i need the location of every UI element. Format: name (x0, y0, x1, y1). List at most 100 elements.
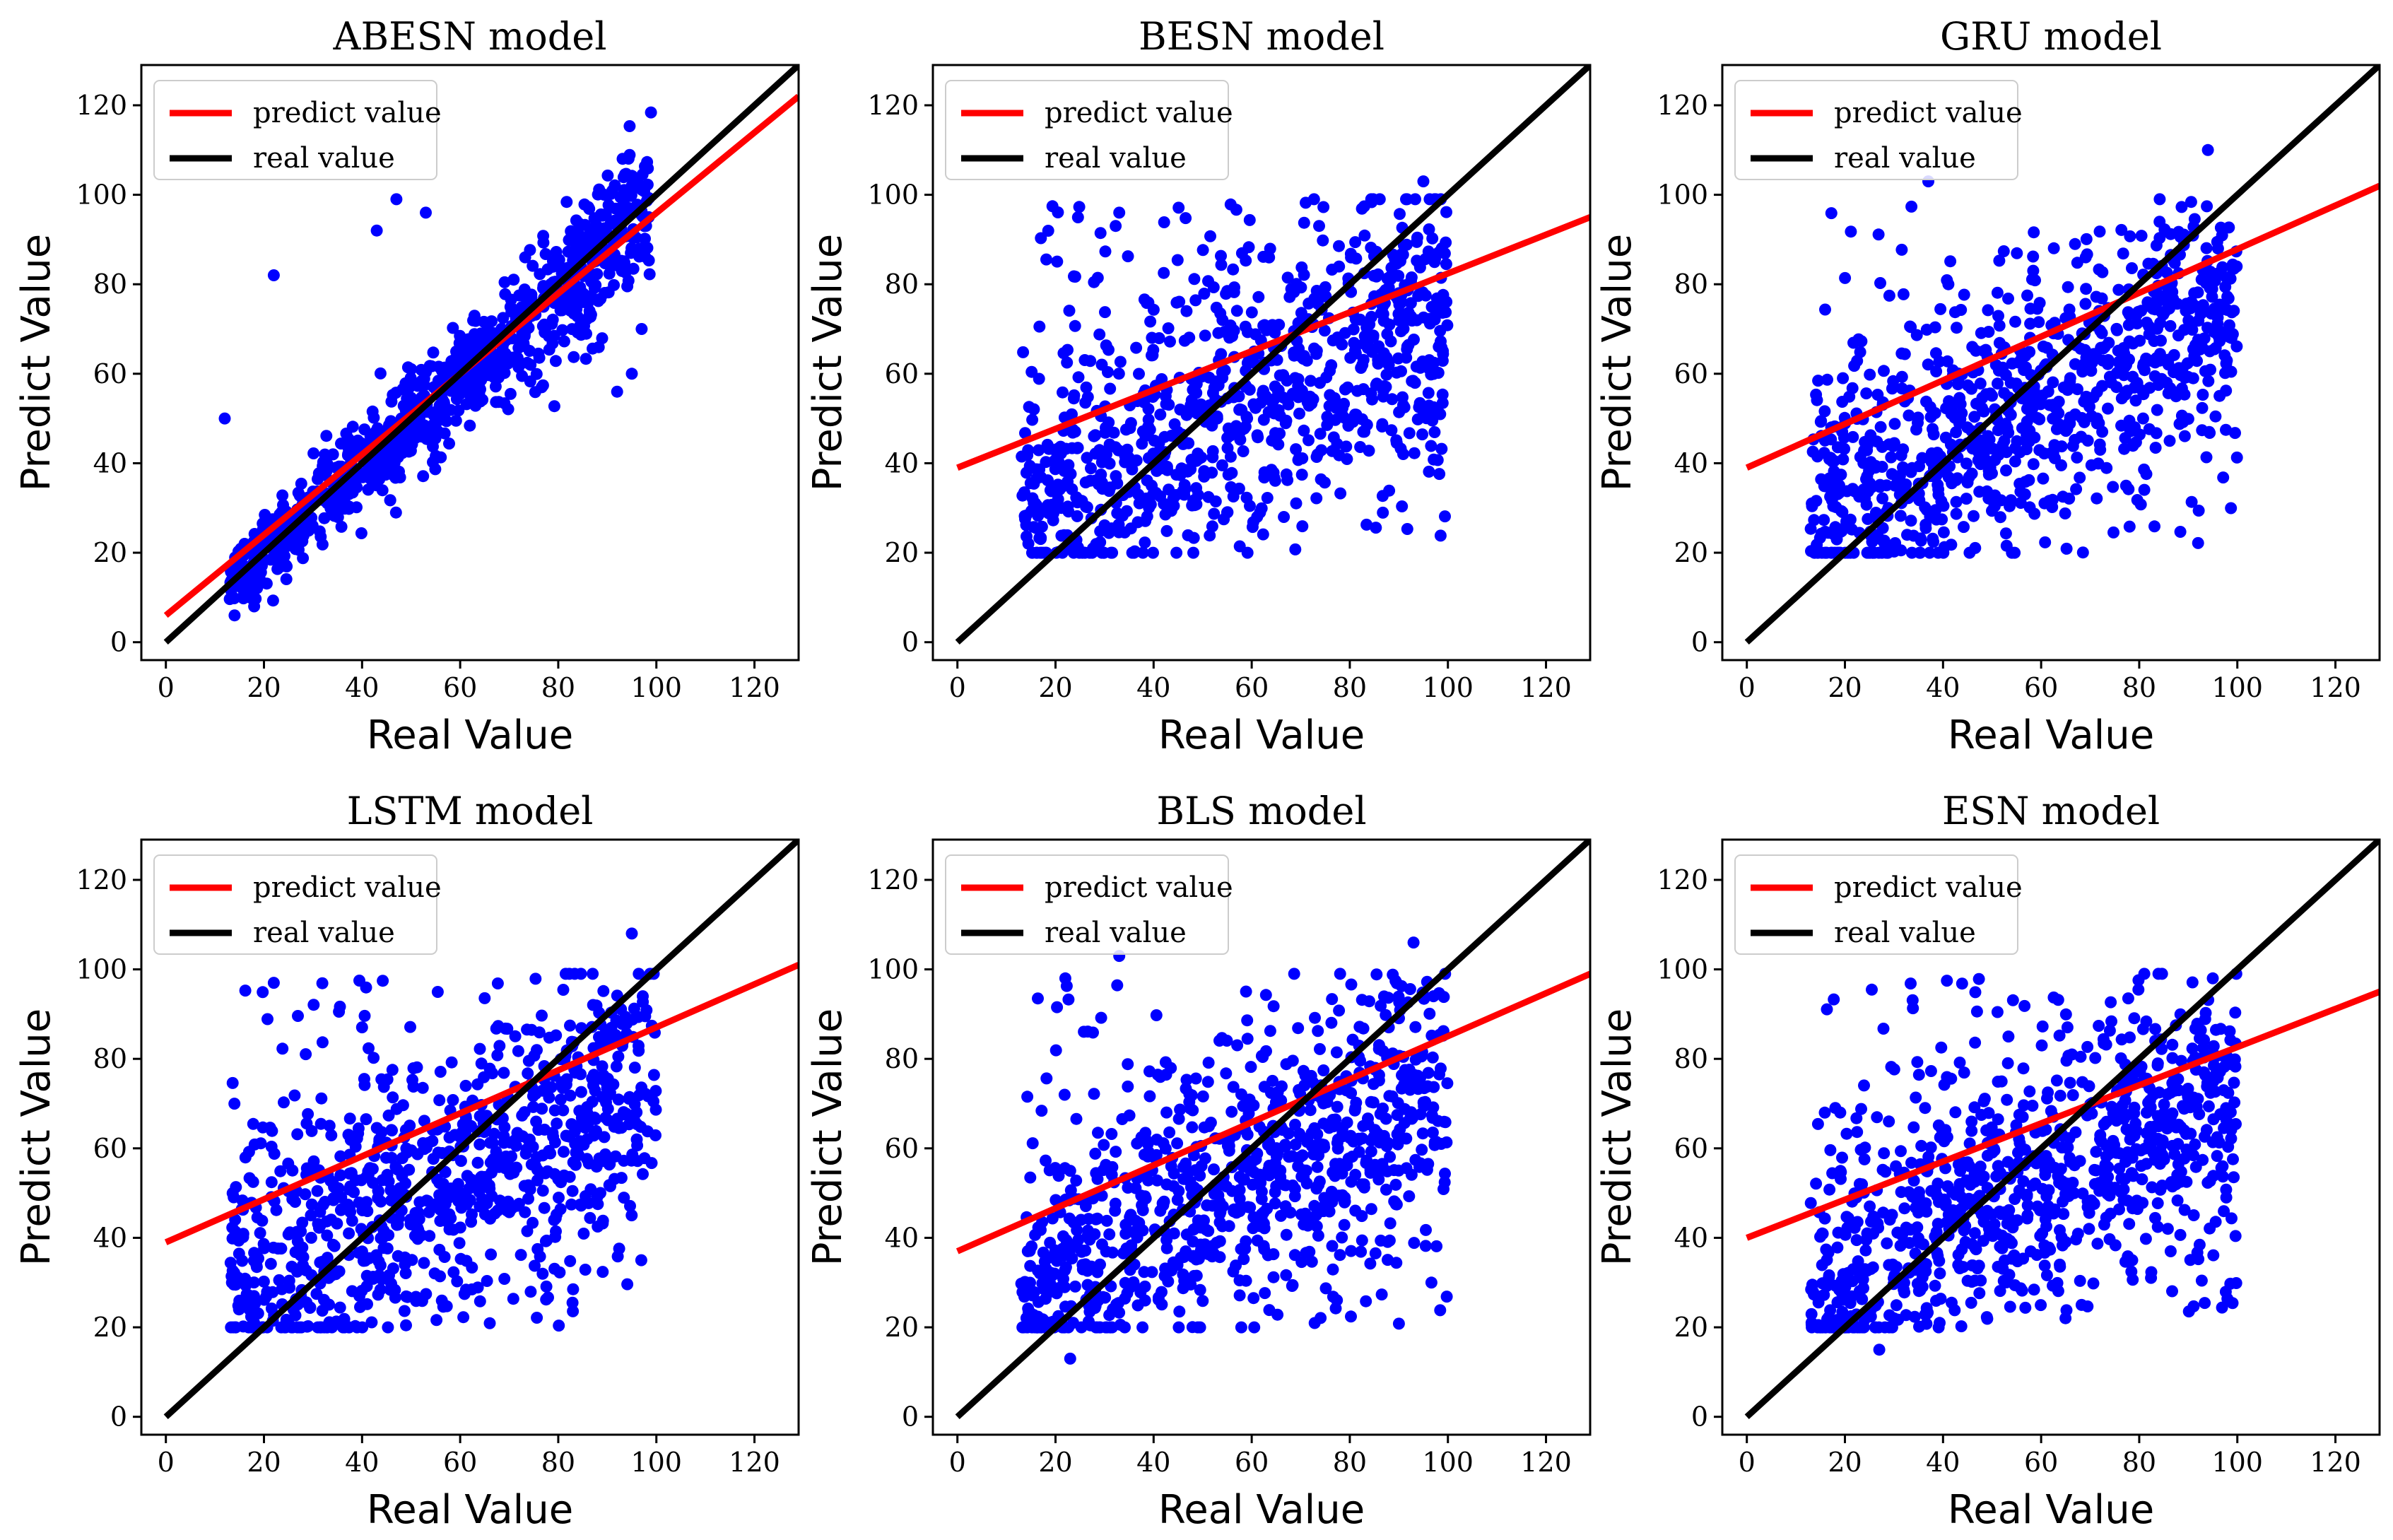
x-tick-label: 80 (1333, 672, 1367, 703)
scatter-point (1141, 510, 1153, 523)
scatter-point (2080, 233, 2093, 245)
scatter-point (1880, 479, 1893, 492)
scatter-point (1440, 1291, 1453, 1303)
scatter-point (1423, 465, 1435, 478)
scatter-point (1204, 230, 1216, 242)
scatter-point (454, 1252, 467, 1265)
scatter-point (1021, 1245, 1034, 1257)
scatter-point (1435, 335, 1447, 348)
scatter-point (1216, 1200, 1229, 1213)
scatter-point (316, 538, 329, 551)
scatter-point (1426, 1051, 1439, 1064)
scatter-point (2148, 370, 2161, 382)
scatter-point (1372, 1173, 1385, 1186)
scatter-point (1267, 1271, 1280, 1283)
scatter-point (374, 367, 387, 380)
scatter-point (568, 968, 581, 980)
scatter-point (1296, 452, 1309, 464)
y-tick-label: 60 (93, 1133, 127, 1164)
scatter-point (2023, 1085, 2036, 1098)
scatter-point (1315, 444, 1328, 457)
scatter-point (1806, 500, 1818, 512)
scatter-point (2024, 317, 2037, 330)
scatter-point (1907, 529, 1920, 542)
scatter-point (1435, 242, 1448, 254)
scatter-point (625, 180, 638, 192)
scatter-point (1124, 522, 1137, 535)
scatter-point (1049, 1194, 1062, 1206)
scatter-point (1310, 1220, 1323, 1233)
scatter-point (1040, 1072, 1053, 1085)
legend-label: real value (1834, 142, 1976, 175)
legend-box (1734, 80, 2018, 180)
scatter-point (1383, 484, 1396, 497)
scatter-point (1356, 1178, 1368, 1191)
scatter-point (310, 1288, 323, 1300)
scatter-point (537, 230, 550, 242)
scatter-point (1948, 306, 1961, 319)
y-tick-label: 80 (93, 269, 127, 300)
scatter-point (1333, 449, 1346, 462)
scatter-point (343, 1183, 355, 1196)
scatter-point (355, 1021, 368, 1034)
scatter-point (2153, 232, 2166, 245)
scatter-point (1384, 1217, 1397, 1230)
scatter-point (1254, 1218, 1266, 1230)
scatter-point (2204, 427, 2216, 439)
y-tick-label: 0 (902, 1401, 919, 1433)
scatter-point (1116, 1113, 1129, 1125)
scatter-point (2047, 376, 2059, 389)
scatter-point (536, 1267, 549, 1280)
scatter-point (529, 972, 542, 985)
scatter-point (498, 1273, 511, 1285)
scatter-point (531, 1163, 543, 1176)
scatter-point (635, 323, 648, 335)
scatter-point (1151, 1069, 1164, 1081)
scatter-point (1240, 985, 1252, 998)
scatter-point (1136, 437, 1148, 450)
y-tick-label: 60 (885, 1133, 919, 1164)
scatter-point (1150, 1009, 1163, 1021)
scatter-point (423, 1230, 436, 1242)
scatter-point (1251, 510, 1264, 523)
y-axis-label: Predict Value (13, 234, 59, 491)
scatter-point (1876, 492, 1889, 505)
scatter-point (305, 1209, 317, 1222)
scatter-point (1059, 1261, 1072, 1274)
scatter-point (1371, 1127, 1384, 1140)
scatter-point (1106, 1160, 1119, 1173)
scatter-point (1383, 318, 1396, 331)
scatter-point (1201, 1076, 1214, 1088)
scatter-point (1180, 1172, 1192, 1185)
scatter-point (1375, 307, 1387, 319)
scatter-point (327, 448, 339, 461)
scatter-point (390, 1103, 403, 1115)
scatter-point (558, 1146, 570, 1158)
scatter-point (2151, 404, 2163, 416)
scatter-point (276, 489, 289, 502)
scatter-point (2014, 497, 2027, 509)
y-tick-label: 0 (110, 627, 127, 658)
scatter-point (2195, 303, 2208, 316)
scatter-point (1180, 305, 1193, 317)
scatter-point (625, 927, 638, 940)
scatter-point (2149, 356, 2161, 369)
scatter-point (292, 486, 305, 499)
scatter-point (1227, 1081, 1240, 1093)
scatter-point (1830, 501, 1842, 513)
scatter-point (276, 1042, 289, 1055)
scatter-point (321, 1229, 334, 1242)
scatter-point (2059, 425, 2072, 437)
scatter-point (366, 405, 379, 418)
scatter-point (1356, 1234, 1368, 1247)
scatter-point (401, 361, 414, 374)
y-tick-label: 20 (1674, 1312, 1708, 1343)
scatter-point (1190, 1253, 1203, 1266)
scatter-point (1095, 469, 1107, 481)
scatter-point (1164, 335, 1176, 348)
scatter-point (1865, 481, 1878, 493)
scatter-point (571, 326, 584, 339)
scatter-point (1370, 968, 1383, 981)
scatter-point (1290, 497, 1303, 510)
scatter-point (316, 977, 329, 989)
